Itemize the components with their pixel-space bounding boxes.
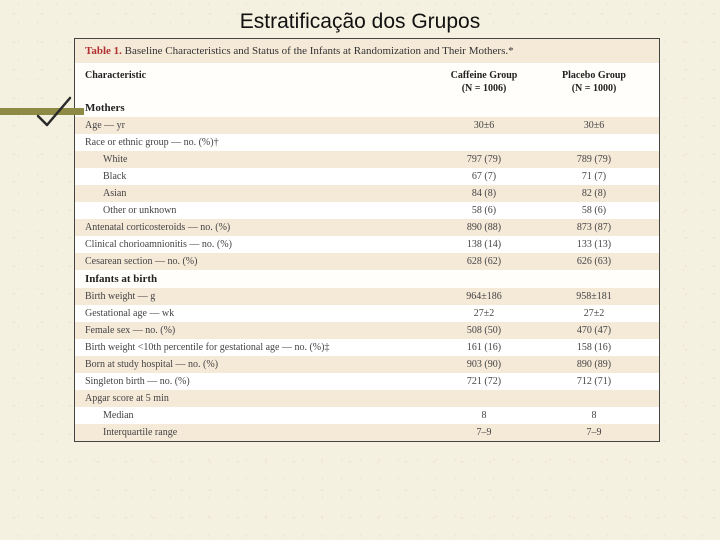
row-label: Black xyxy=(85,171,429,182)
row-placebo-value: 158 (16) xyxy=(539,342,649,353)
row-caffeine-value: 964±186 xyxy=(429,291,539,302)
row-caffeine-value: 30±6 xyxy=(429,120,539,131)
table-row: Race or ethnic group — no. (%)† xyxy=(75,134,659,151)
table-row: Cesarean section — no. (%)628 (62)626 (6… xyxy=(75,253,659,270)
col-placebo-l1: Placebo Group xyxy=(562,70,626,81)
row-placebo-value: 470 (47) xyxy=(539,325,649,336)
table-row: Age — yr30±630±6 xyxy=(75,117,659,134)
table-row: Birth weight — g964±186958±181 xyxy=(75,288,659,305)
row-label: Asian xyxy=(85,188,429,199)
row-placebo-value: 58 (6) xyxy=(539,205,649,216)
row-label: Median xyxy=(85,410,429,421)
row-label: Gestational age — wk xyxy=(85,308,429,319)
row-label: Other or unknown xyxy=(85,205,429,216)
row-placebo-value: 30±6 xyxy=(539,120,649,131)
row-caffeine-value: 7–9 xyxy=(429,427,539,438)
table-row: Clinical chorioamnionitis — no. (%)138 (… xyxy=(75,236,659,253)
row-caffeine-value: 161 (16) xyxy=(429,342,539,353)
table-row: Asian84 (8)82 (8) xyxy=(75,185,659,202)
row-placebo-value: 27±2 xyxy=(539,308,649,319)
section-infants: Infants at birth xyxy=(75,270,659,288)
row-label: White xyxy=(85,154,429,165)
row-caffeine-value: 903 (90) xyxy=(429,359,539,370)
table-description: Baseline Characteristics and Status of t… xyxy=(125,45,514,57)
row-label: Age — yr xyxy=(85,120,429,131)
table-row: Female sex — no. (%)508 (50)470 (47) xyxy=(75,322,659,339)
table-caption: Table 1. Baseline Characteristics and St… xyxy=(75,39,659,64)
row-label: Singleton birth — no. (%) xyxy=(85,376,429,387)
col-placebo: Placebo Group (N = 1000) xyxy=(539,70,649,95)
row-label: Cesarean section — no. (%) xyxy=(85,256,429,267)
row-label: Female sex — no. (%) xyxy=(85,325,429,336)
row-caffeine-value: 67 (7) xyxy=(429,171,539,182)
row-label: Born at study hospital — no. (%) xyxy=(85,359,429,370)
row-caffeine-value: 8 xyxy=(429,410,539,421)
row-placebo-value: 626 (63) xyxy=(539,256,649,267)
table-row: White797 (79)789 (79) xyxy=(75,151,659,168)
row-placebo-value: 82 (8) xyxy=(539,188,649,199)
col-characteristic: Characteristic xyxy=(85,70,429,95)
table-row: Median88 xyxy=(75,407,659,424)
table-row: Singleton birth — no. (%)721 (72)712 (71… xyxy=(75,373,659,390)
row-label: Birth weight — g xyxy=(85,291,429,302)
table-number: Table 1. xyxy=(85,45,122,57)
row-label: Apgar score at 5 min xyxy=(85,393,429,404)
row-caffeine-value: 84 (8) xyxy=(429,188,539,199)
row-caffeine-value: 890 (88) xyxy=(429,222,539,233)
row-caffeine-value: 58 (6) xyxy=(429,205,539,216)
row-caffeine-value xyxy=(429,137,539,148)
table-row: Antenatal corticosteroids — no. (%)890 (… xyxy=(75,219,659,236)
baseline-table: Table 1. Baseline Characteristics and St… xyxy=(74,38,660,442)
row-label: Race or ethnic group — no. (%)† xyxy=(85,137,429,148)
row-placebo-value: 958±181 xyxy=(539,291,649,302)
row-placebo-value: 712 (71) xyxy=(539,376,649,387)
col-caffeine: Caffeine Group (N = 1006) xyxy=(429,70,539,95)
row-label: Interquartile range xyxy=(85,427,429,438)
table-row: Born at study hospital — no. (%)903 (90)… xyxy=(75,356,659,373)
row-placebo-value: 133 (13) xyxy=(539,239,649,250)
row-label: Antenatal corticosteroids — no. (%) xyxy=(85,222,429,233)
col-caffeine-l1: Caffeine Group xyxy=(451,70,518,81)
table-row: Birth weight <10th percentile for gestat… xyxy=(75,339,659,356)
col-placebo-l2: (N = 1000) xyxy=(572,83,617,94)
row-caffeine-value: 27±2 xyxy=(429,308,539,319)
table-row: Black67 (7)71 (7) xyxy=(75,168,659,185)
row-placebo-value: 8 xyxy=(539,410,649,421)
row-caffeine-value: 797 (79) xyxy=(429,154,539,165)
column-headers: Characteristic Caffeine Group (N = 1006)… xyxy=(75,64,659,99)
slide-title: Estratificação dos Grupos xyxy=(0,0,720,38)
table-row: Other or unknown58 (6)58 (6) xyxy=(75,202,659,219)
table-row: Interquartile range7–97–9 xyxy=(75,424,659,441)
table-row: Apgar score at 5 min xyxy=(75,390,659,407)
row-placebo-value: 71 (7) xyxy=(539,171,649,182)
row-caffeine-value: 628 (62) xyxy=(429,256,539,267)
row-placebo-value: 7–9 xyxy=(539,427,649,438)
table-row: Gestational age — wk27±227±2 xyxy=(75,305,659,322)
row-label: Birth weight <10th percentile for gestat… xyxy=(85,342,429,353)
row-placebo-value: 789 (79) xyxy=(539,154,649,165)
row-placebo-value xyxy=(539,137,649,148)
checkmark-icon xyxy=(34,92,74,132)
row-caffeine-value: 721 (72) xyxy=(429,376,539,387)
row-label: Clinical chorioamnionitis — no. (%) xyxy=(85,239,429,250)
row-placebo-value xyxy=(539,393,649,404)
row-placebo-value: 873 (87) xyxy=(539,222,649,233)
row-caffeine-value xyxy=(429,393,539,404)
row-placebo-value: 890 (89) xyxy=(539,359,649,370)
col-caffeine-l2: (N = 1006) xyxy=(462,83,507,94)
section-mothers: Mothers xyxy=(75,99,659,117)
row-caffeine-value: 508 (50) xyxy=(429,325,539,336)
row-caffeine-value: 138 (14) xyxy=(429,239,539,250)
